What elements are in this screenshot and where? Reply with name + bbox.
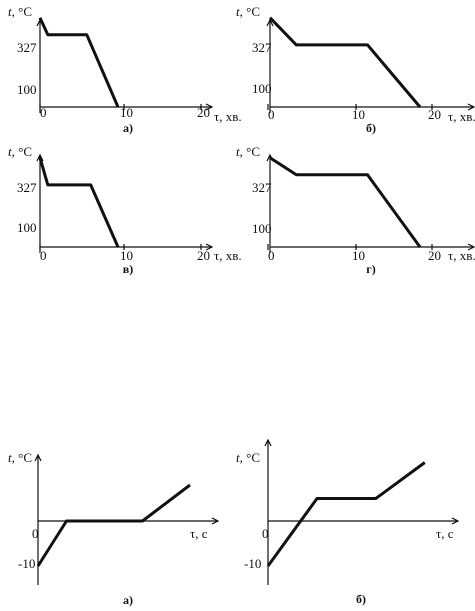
x-tick-label: 10 [120,248,133,263]
series-line [266,461,426,567]
chart-2: 0 10 20 327 100 t, °C τ, хв. б) [236,4,475,135]
y-tick-label: 100 [17,220,37,235]
x-tick-label: 20 [197,248,210,263]
chart-caption: а) [123,593,133,607]
y-tick-label: 327 [17,40,37,55]
x-axis-label: τ, хв. [448,109,475,124]
chart-caption: в) [123,262,133,276]
x-axis-label: τ, хв. [214,248,242,263]
x-tick-label: 0 [40,105,47,120]
y-axis-label: t, °C [8,4,32,19]
y-tick-label: -10 [18,556,35,571]
y-axis-label: t, °C [236,144,260,159]
x-axis-label: τ, с [436,526,454,541]
y-tick-label: 327 [17,180,37,195]
series-line [269,156,422,248]
x-tick-label: 0 [268,248,275,263]
y-axis-label: t, °C [8,450,32,465]
x-axis-arrow [451,517,460,525]
x-tick-label: 0 [32,526,39,541]
x-axis-label: τ, хв. [448,248,475,263]
chart-5: 0 -10 t, °C τ, с а) [8,450,220,607]
y-tick-label: 100 [252,221,272,236]
x-axis-arrow [211,517,220,525]
series-line [38,157,120,248]
x-axis-arrow [205,243,214,251]
y-axis-label: t, °C [236,4,260,19]
x-tick-label: 10 [120,105,133,120]
x-tick-label: 20 [197,105,210,120]
x-axis-arrow [467,243,475,251]
y-axis-arrow [266,18,274,27]
y-tick-label: 100 [252,81,272,96]
series-line [38,17,120,108]
y-axis-label: t, °C [8,144,32,159]
chart-6: 0-10 t, °C τ, с б) [236,438,460,606]
chart-3: 0 10 20 327 100 t, °C τ, хв. в) [8,144,242,276]
chart-1: 0 10 20 327 100 t, °C τ, хв. а) [8,4,242,135]
chart-caption: а) [123,121,133,135]
y-axis-arrow [264,438,272,447]
chart-caption: б) [356,592,366,606]
y-axis-arrow [34,453,42,462]
chart-caption: г) [366,262,375,276]
x-tick-label: 0 [262,526,269,541]
x-tick-label: 10 [352,248,365,263]
y-tick-label: 327 [252,40,272,55]
x-tick-label: 0 [40,248,47,263]
x-axis-arrow [467,103,475,111]
x-axis-label: τ, с [190,526,208,541]
y-tick-label: -10 [244,556,261,571]
x-axis-label: τ, хв. [214,109,242,124]
x-axis-arrow [205,103,214,111]
y-tick-label: 100 [17,82,37,97]
y-axis-arrow [36,153,44,162]
chart-4: 0 10 20 327 100 t, °C τ, хв. г) [236,144,475,276]
x-tick-label: 0 [268,107,275,122]
y-tick-label: 327 [252,180,272,195]
y-axis-label: t, °C [236,450,260,465]
x-tick-label: 20 [428,248,441,263]
x-tick-label: 20 [428,107,441,122]
series-line [268,16,422,108]
chart-caption: б) [366,121,376,135]
x-tick-label: 10 [352,107,365,122]
series-line [36,483,191,567]
